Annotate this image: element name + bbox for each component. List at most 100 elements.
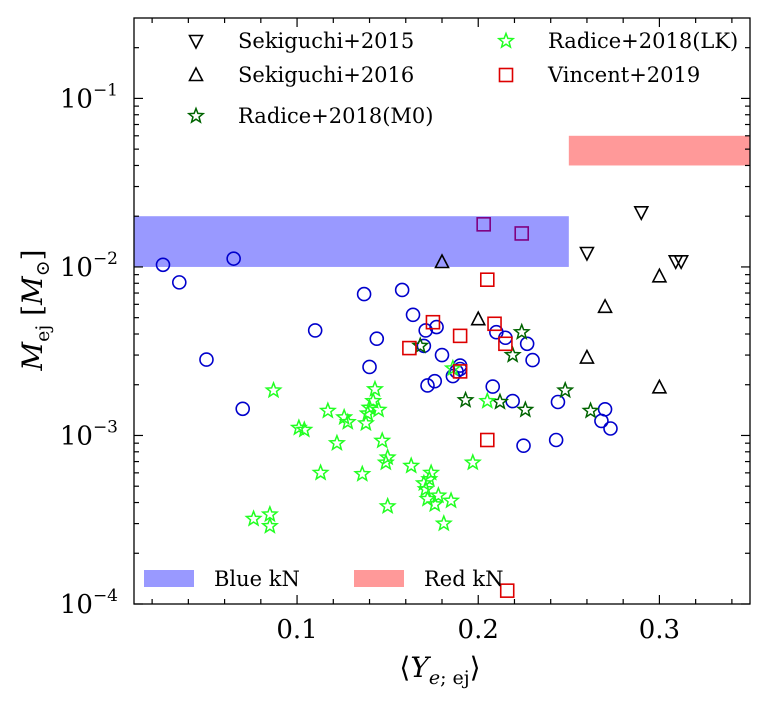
tick-labels: 0.1 0.2 0.3 10−1 10−2 10−3 10−4 xyxy=(60,80,680,645)
data-point-4-7 xyxy=(318,401,337,419)
legend-label: Sekiguchi+2015 xyxy=(238,29,414,53)
data-point-0-6 xyxy=(356,286,372,302)
data-point-3-0 xyxy=(411,336,430,354)
ticks-layer xyxy=(134,18,750,605)
x-tick-label: 0.1 xyxy=(276,615,317,645)
y-tick-label: 10−2 xyxy=(60,249,118,283)
data-point-3-3 xyxy=(503,345,522,363)
legend-entry: Sekiguchi+2016 xyxy=(188,63,414,87)
data-point-0-32 xyxy=(603,421,618,436)
data-point-5-7 xyxy=(479,432,495,448)
data-point-4-0 xyxy=(244,509,263,527)
x-axis-label: ⟨Ye; ej⟩ xyxy=(399,651,480,689)
data-point-2-0 xyxy=(434,253,450,269)
plot-frame xyxy=(133,17,751,605)
data-point-0-31 xyxy=(597,401,613,417)
data-point-5-3 xyxy=(452,364,468,379)
data-point-4-34 xyxy=(478,391,497,409)
data-point-0-14 xyxy=(427,373,443,389)
data-point-4-15 xyxy=(364,391,383,409)
data-point-1-3 xyxy=(673,255,689,271)
legend-swatch xyxy=(144,570,194,587)
data-point-0-28 xyxy=(548,432,564,448)
legend-bottom: Blue kN Red kN xyxy=(144,567,503,591)
data-point-5-0 xyxy=(402,340,417,356)
data-point-4-22 xyxy=(402,456,421,474)
data-point-4-8 xyxy=(327,433,347,451)
data-point-4-3 xyxy=(264,380,283,399)
data-point-6-1 xyxy=(514,226,530,241)
data-point-0-26 xyxy=(519,336,535,352)
data-point-4-6 xyxy=(311,463,330,481)
data-point-4-28 xyxy=(425,494,444,513)
x-tick-label: 0.3 xyxy=(639,615,680,645)
data-point-4-30 xyxy=(434,513,453,532)
data-point-5-4 xyxy=(479,272,495,288)
legend-marker xyxy=(496,31,516,49)
data-point-0-24 xyxy=(505,393,520,409)
data-point-3-5 xyxy=(516,400,535,418)
legend-label: Radice+2018(LK) xyxy=(548,29,738,53)
data-point-5-6 xyxy=(498,336,513,352)
legend-label: Radice+2018(M0) xyxy=(238,104,433,128)
y-axis-label: Mej [M⊙] xyxy=(16,249,54,371)
data-point-2-3 xyxy=(597,298,613,314)
data-point-0-4 xyxy=(235,401,251,417)
data-point-4-4 xyxy=(289,418,308,436)
data-point-4-21 xyxy=(378,496,397,515)
legend-label: Blue kN xyxy=(214,567,300,591)
data-point-5-5 xyxy=(487,316,502,332)
data-point-4-29 xyxy=(429,485,448,504)
data-point-0-16 xyxy=(434,347,450,363)
data-point-2-1 xyxy=(470,310,487,326)
bands-layer xyxy=(134,135,750,267)
data-point-0-9 xyxy=(394,282,410,298)
legend-marker xyxy=(188,66,204,82)
data-point-4-17 xyxy=(369,400,388,418)
data-point-2-2 xyxy=(579,348,595,364)
data-point-0-15 xyxy=(429,319,444,335)
y-tick-label: 10−4 xyxy=(60,586,118,620)
legend-marker xyxy=(188,34,204,50)
data-point-5-1 xyxy=(425,314,441,330)
data-point-0-8 xyxy=(369,331,385,347)
data-point-4-31 xyxy=(441,491,461,509)
data-point-0-21 xyxy=(485,379,501,394)
data-point-3-6 xyxy=(556,380,575,399)
y-tick-label: 10−1 xyxy=(60,80,118,114)
legend-entry: Radice+2018(LK) xyxy=(496,29,738,53)
legend-entry: Sekiguchi+2015 xyxy=(188,29,414,53)
data-point-0-11 xyxy=(416,338,432,354)
data-point-4-10 xyxy=(338,412,357,430)
data-point-0-25 xyxy=(516,438,531,453)
legend-label: Vincent+2019 xyxy=(547,63,700,87)
data-point-0-0 xyxy=(155,257,171,273)
data-point-3-2 xyxy=(490,392,510,410)
legend-label: Red kN xyxy=(424,567,503,591)
data-point-4-11 xyxy=(353,464,372,482)
data-point-0-7 xyxy=(362,359,377,375)
legend-entry: Blue kN xyxy=(144,567,300,591)
data-point-0-29 xyxy=(550,394,566,410)
data-point-4-24 xyxy=(416,479,435,497)
band-blue-kn xyxy=(134,216,569,267)
legend-label: Sekiguchi+2016 xyxy=(238,63,414,87)
data-point-4-16 xyxy=(365,379,385,398)
data-point-4-5 xyxy=(295,420,314,438)
legend-entry: Red kN xyxy=(354,567,503,591)
x-tick-label: 0.2 xyxy=(458,615,499,645)
data-point-4-33 xyxy=(463,453,482,471)
data-point-4-20 xyxy=(378,447,397,466)
data-point-3-4 xyxy=(512,322,531,340)
data-point-0-2 xyxy=(171,275,187,290)
band-red-kn xyxy=(568,135,750,166)
data-point-0-3 xyxy=(199,352,214,367)
data-point-4-9 xyxy=(335,407,354,426)
data-point-0-5 xyxy=(307,323,323,338)
data-point-0-27 xyxy=(525,352,540,368)
legend-entry: Radice+2018(M0) xyxy=(186,104,433,128)
legend-marker xyxy=(498,67,514,83)
data-point-4-18 xyxy=(373,431,392,449)
data-point-4-2 xyxy=(260,516,280,534)
